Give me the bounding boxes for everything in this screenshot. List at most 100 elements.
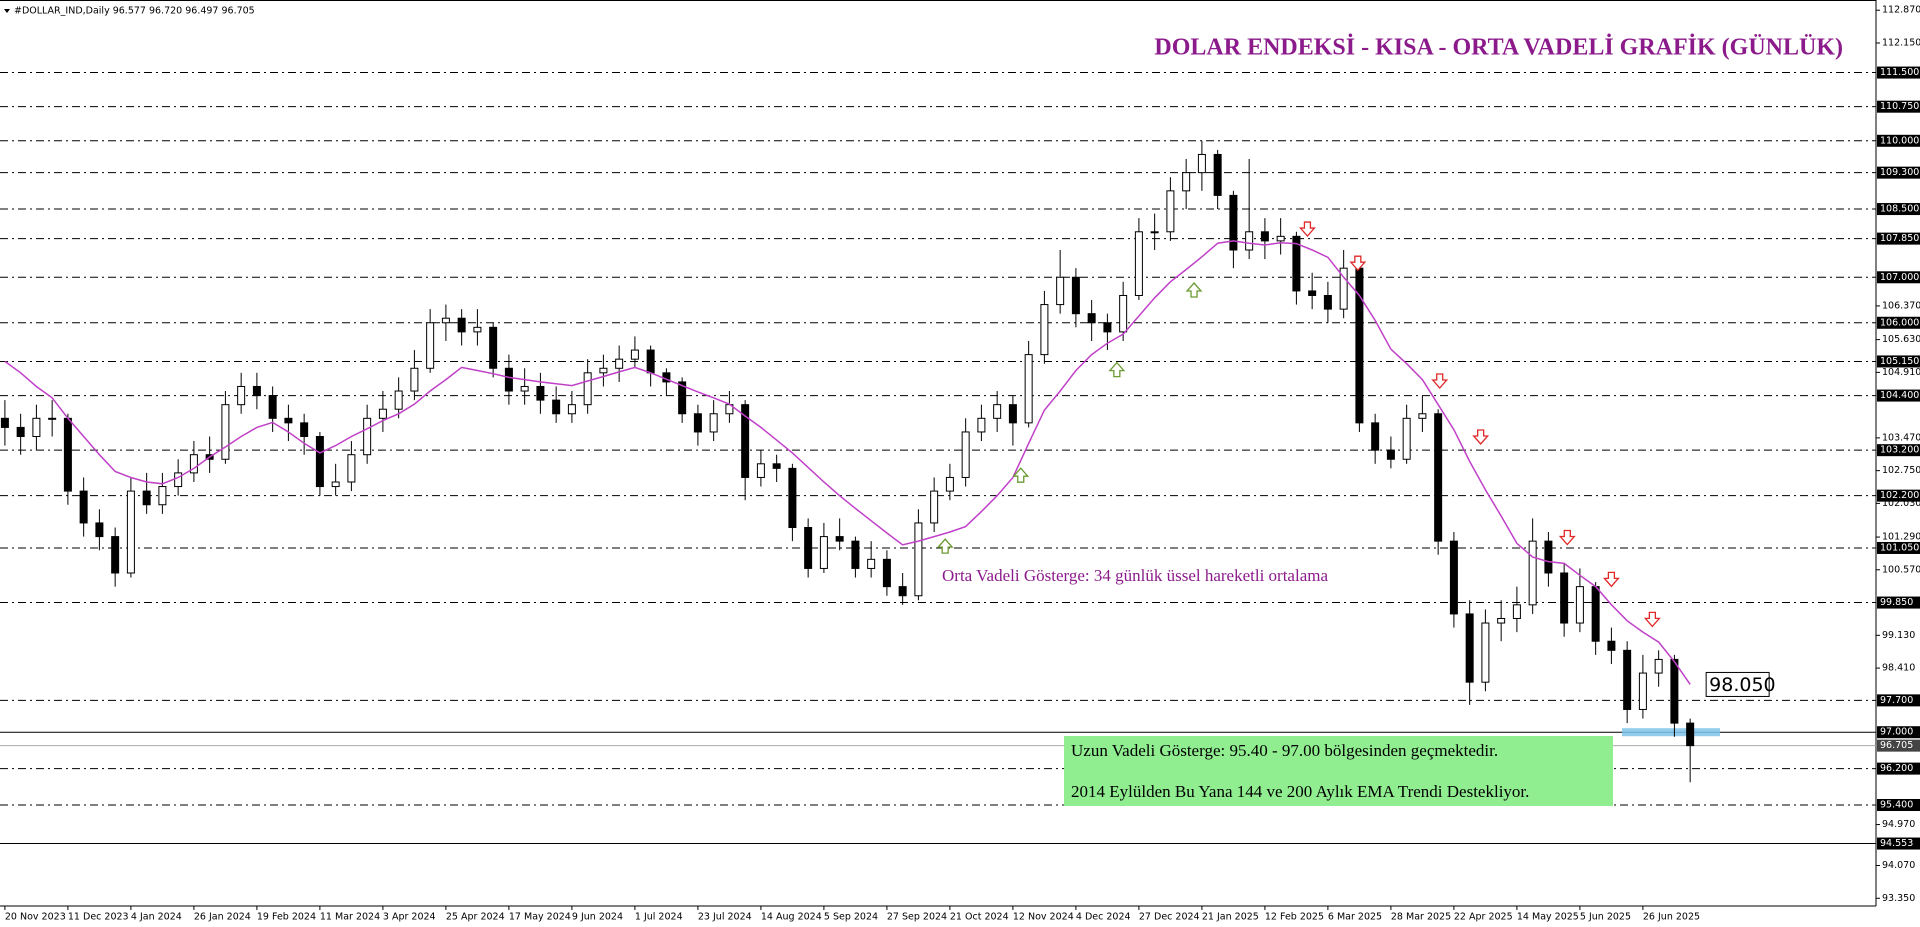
- candle-body: [1323, 294, 1332, 310]
- up-arrow: [1108, 361, 1126, 378]
- level-label: 99.850: [1880, 597, 1913, 608]
- candle-body: [95, 522, 104, 538]
- level-label: 102.200: [1880, 490, 1919, 501]
- candle-body: [1008, 404, 1017, 424]
- candle-body: [1591, 586, 1600, 642]
- down-arrow: [1602, 571, 1620, 588]
- candle-body: [426, 322, 435, 369]
- candle-body: [1434, 413, 1443, 542]
- candle-body: [504, 367, 513, 392]
- candle-body: [1528, 540, 1537, 606]
- candle-body: [1638, 672, 1647, 710]
- candle-body: [1308, 290, 1317, 296]
- candle-body: [630, 349, 639, 360]
- candle-body: [804, 526, 813, 569]
- level-label: 110.750: [1880, 101, 1919, 112]
- ema-note: Orta Vadeli Gösterge: 34 günlük üssel ha…: [942, 566, 1328, 585]
- level-label-box: [1877, 389, 1920, 402]
- x-tick-label: 3 Apr 2024: [383, 912, 436, 923]
- candle-body: [788, 467, 797, 528]
- down-arrow: [1431, 373, 1449, 389]
- y-tick-label: 94.070: [1882, 860, 1915, 871]
- x-tick-label: 26 Jun 2025: [1643, 912, 1700, 923]
- candle-body: [189, 454, 198, 474]
- down-arrow: [1298, 221, 1316, 238]
- x-tick-label: 17 May 2024: [509, 912, 571, 923]
- menu-triangle: [4, 9, 10, 13]
- candle-body: [646, 349, 655, 374]
- x-tick-label: 26 Jan 2024: [194, 912, 251, 923]
- level-label-box: [1877, 100, 1920, 113]
- candle-body: [331, 481, 340, 488]
- x-tick-label: 12 Feb 2025: [1265, 912, 1324, 923]
- candle-body: [347, 454, 356, 483]
- level-label: 97.700: [1880, 695, 1913, 706]
- down-arrow: [1643, 611, 1661, 628]
- level-label-box: [1877, 489, 1920, 502]
- note-text: Uzun Vadeli Gösterge: 95.40 - 97.00 bölg…: [1071, 741, 1498, 760]
- level-label: 105.150: [1880, 356, 1919, 367]
- candle-body: [615, 358, 624, 369]
- candle-body: [1213, 153, 1222, 196]
- candle-body: [410, 367, 419, 392]
- candle-body: [552, 399, 561, 415]
- ema-label-box: [1705, 671, 1770, 697]
- x-tick-label: 27 Sep 2024: [887, 912, 947, 923]
- x-tick-label: 21 Jan 2025: [1202, 912, 1259, 923]
- x-tick-label: 27 Dec 2024: [1139, 912, 1200, 923]
- candle-body: [284, 417, 293, 424]
- candle-body: [1276, 235, 1285, 242]
- candle-body: [1119, 294, 1128, 333]
- candle-body: [237, 385, 246, 406]
- x-tick-label: 1 Jul 2024: [635, 912, 683, 923]
- x-tick-label: 28 Mar 2025: [1391, 912, 1451, 923]
- support-zone: [1622, 728, 1720, 737]
- x-tick-label: 4 Jan 2024: [131, 912, 182, 923]
- candle-body: [520, 385, 529, 392]
- candle-body: [1607, 640, 1616, 651]
- candle-body: [1465, 613, 1474, 683]
- header: #DOLLAR_IND,Daily 96.577 96.720 96.497 9…: [14, 6, 255, 17]
- candle-body: [1134, 231, 1143, 296]
- candle-body: [567, 404, 576, 415]
- x-tick-label: 20 Nov 2023: [5, 912, 66, 923]
- candle-body: [32, 417, 41, 438]
- level-label: 96.200: [1880, 763, 1913, 774]
- candle-body: [111, 536, 120, 574]
- level-label: 108.500: [1880, 204, 1919, 215]
- candle-body: [489, 326, 498, 369]
- y-tick-label: 101.290: [1882, 532, 1920, 543]
- y-tick-label: 103.470: [1882, 432, 1920, 443]
- y-tick-label: 100.570: [1882, 564, 1920, 575]
- x-tick-label: 9 Jun 2024: [572, 912, 623, 923]
- level-label-box: [1877, 799, 1920, 812]
- y-tick-label: 99.130: [1882, 630, 1915, 641]
- level-label-box: [1877, 66, 1920, 79]
- candle-body: [16, 426, 25, 438]
- level-label: 96.705: [1880, 740, 1913, 751]
- down-arrow: [1472, 429, 1490, 445]
- candle-body: [457, 317, 466, 333]
- candle-body: [961, 431, 970, 478]
- candle-body: [1056, 276, 1065, 306]
- level-label: 107.000: [1880, 272, 1919, 283]
- chart-title: DOLAR ENDEKSİ - KISA - ORTA VADELİ GRAFİ…: [1154, 35, 1843, 61]
- level-label: 111.500: [1880, 67, 1919, 78]
- candle-body: [1497, 617, 1506, 624]
- down-arrow: [1558, 529, 1576, 546]
- level-label-box: [1877, 596, 1920, 609]
- candle-body: [756, 463, 765, 478]
- ema-line: [4, 240, 1691, 685]
- level-label: 104.400: [1880, 390, 1919, 401]
- candle-body: [268, 395, 277, 419]
- candle-body: [819, 536, 828, 569]
- candle-body: [1245, 231, 1254, 251]
- level-label-box: [1877, 739, 1920, 752]
- candle-body: [1544, 540, 1553, 574]
- candle-body: [1371, 422, 1380, 451]
- candle-body: [1071, 276, 1080, 315]
- x-tick-label: 19 Feb 2024: [257, 912, 316, 923]
- candle-body: [79, 490, 88, 524]
- x-tick-label: 22 Apr 2025: [1454, 912, 1513, 923]
- candle-body: [693, 413, 702, 433]
